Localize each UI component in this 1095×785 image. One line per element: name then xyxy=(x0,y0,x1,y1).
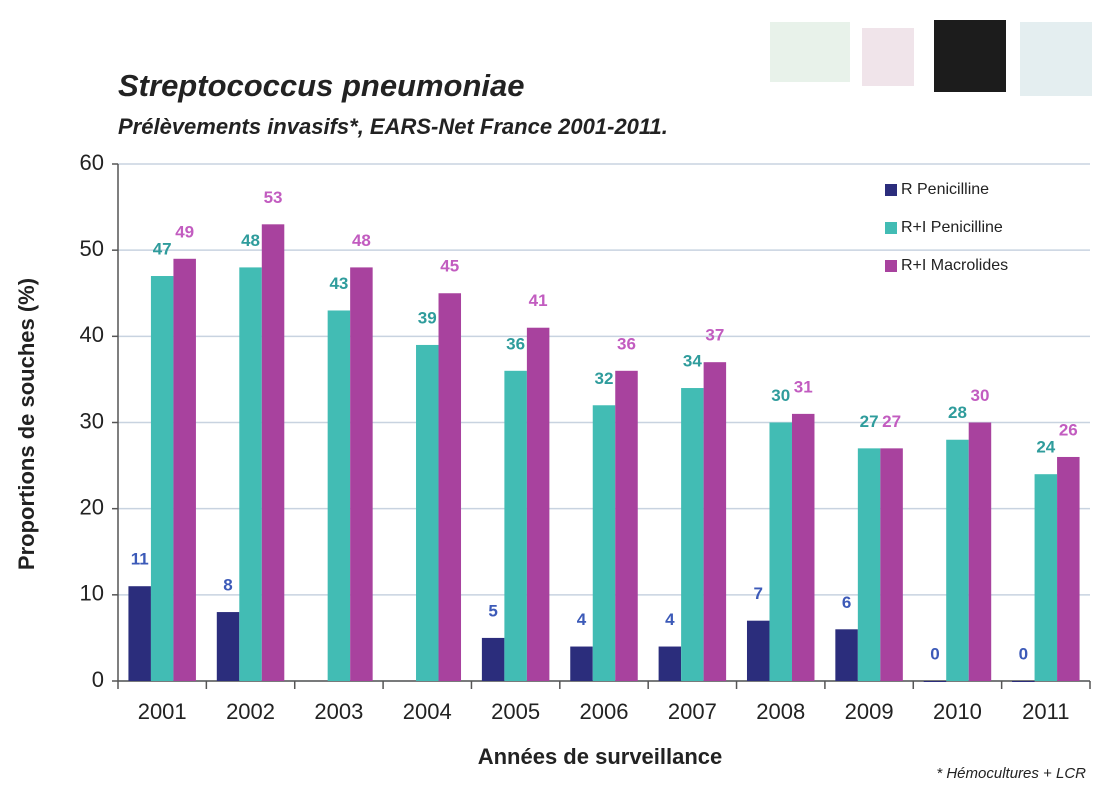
data-label: 27 xyxy=(860,412,879,431)
data-label: 32 xyxy=(595,369,614,388)
x-tick-label: 2007 xyxy=(668,699,717,724)
data-label: 27 xyxy=(882,412,901,431)
data-label: 47 xyxy=(153,240,172,259)
data-label: 45 xyxy=(440,257,459,276)
data-label: 28 xyxy=(948,403,967,422)
bar xyxy=(615,370,638,681)
bar xyxy=(746,620,770,681)
bar xyxy=(880,448,903,681)
data-label: 39 xyxy=(418,308,437,327)
bar xyxy=(150,276,174,681)
x-tick-label: 2001 xyxy=(138,699,187,724)
data-label: 31 xyxy=(794,377,813,396)
bar xyxy=(968,422,992,681)
legend-swatch xyxy=(885,260,897,272)
bar xyxy=(946,439,969,681)
legend-label: R+I Macrolides xyxy=(901,257,1008,274)
legend-label: R Penicilline xyxy=(901,181,989,198)
bar xyxy=(923,681,947,682)
data-label: 0 xyxy=(930,644,939,663)
y-tick-label: 60 xyxy=(80,150,104,175)
data-label: 30 xyxy=(771,386,790,405)
data-label: 30 xyxy=(970,386,989,405)
x-tick-label: 2010 xyxy=(933,699,982,724)
bar xyxy=(239,267,262,681)
data-label: 34 xyxy=(683,352,702,371)
logo xyxy=(1020,22,1092,96)
x-tick-label: 2011 xyxy=(1022,699,1069,724)
data-label: 36 xyxy=(617,334,636,353)
data-label: 49 xyxy=(175,222,194,241)
logos xyxy=(770,20,1092,96)
logo xyxy=(862,28,914,86)
x-tick-label: 2009 xyxy=(845,699,894,724)
data-label: 24 xyxy=(1036,438,1055,457)
bar xyxy=(1057,456,1080,681)
bar xyxy=(416,344,439,681)
y-tick-label: 0 xyxy=(92,667,104,692)
bar xyxy=(350,267,373,681)
data-label: 7 xyxy=(753,584,762,603)
chart-title: Streptococcus pneumoniae xyxy=(118,68,525,103)
x-tick-label: 2008 xyxy=(756,699,805,724)
x-tick-label: 2004 xyxy=(403,699,452,724)
bar xyxy=(835,629,858,681)
x-tick-label: 2006 xyxy=(580,699,629,724)
bar xyxy=(216,612,240,681)
data-label: 5 xyxy=(488,601,497,620)
chart-subtitle: Prélèvements invasifs*, EARS-Net France … xyxy=(118,114,668,139)
bar xyxy=(504,370,527,681)
x-tick-label: 2003 xyxy=(314,699,363,724)
y-tick-label: 20 xyxy=(80,494,104,519)
bar xyxy=(1034,474,1058,681)
data-label: 0 xyxy=(1019,644,1028,663)
bar xyxy=(592,405,616,681)
data-label: 4 xyxy=(665,610,675,629)
data-label: 8 xyxy=(223,576,232,595)
data-label: 6 xyxy=(842,593,851,612)
data-label: 26 xyxy=(1059,420,1078,439)
x-tick-label: 2002 xyxy=(226,699,275,724)
bar xyxy=(526,327,550,681)
bar xyxy=(327,310,351,681)
x-tick-label: 2005 xyxy=(491,699,540,724)
bar xyxy=(438,293,462,681)
y-tick-label: 40 xyxy=(80,322,104,347)
bar xyxy=(857,448,881,681)
y-tick-label: 30 xyxy=(80,408,104,433)
legend-swatch xyxy=(885,184,897,196)
y-tick-label: 50 xyxy=(80,236,104,261)
bar xyxy=(128,586,151,681)
data-label: 48 xyxy=(352,231,371,250)
footnote: * Hémocultures + LCR xyxy=(936,765,1086,782)
data-label: 43 xyxy=(329,274,348,293)
data-label: 37 xyxy=(705,326,724,345)
y-axis-title: Proportions de souches (%) xyxy=(14,278,39,570)
logo xyxy=(934,20,1006,92)
bar xyxy=(261,224,285,682)
legend-label: R+I Penicilline xyxy=(901,219,1003,236)
bar xyxy=(703,362,727,681)
data-label: 41 xyxy=(529,291,548,310)
data-label: 48 xyxy=(241,231,260,250)
bar xyxy=(481,637,505,681)
data-label: 11 xyxy=(131,550,149,569)
bar xyxy=(1012,681,1035,682)
bar xyxy=(681,388,704,681)
data-label: 36 xyxy=(506,334,525,353)
bar xyxy=(173,258,196,681)
bar xyxy=(791,413,815,681)
data-label: 4 xyxy=(577,610,587,629)
bar xyxy=(658,646,682,681)
legend-swatch xyxy=(885,222,897,234)
x-axis-title: Années de surveillance xyxy=(478,744,723,769)
logo xyxy=(770,22,850,82)
y-tick-label: 10 xyxy=(80,581,104,606)
data-label: 53 xyxy=(264,188,283,207)
bar xyxy=(570,646,593,681)
bar xyxy=(769,422,792,681)
